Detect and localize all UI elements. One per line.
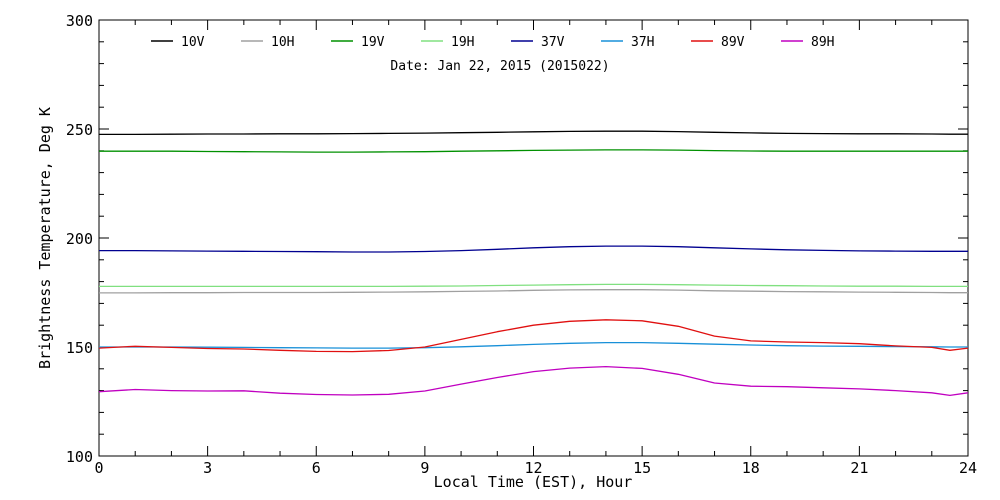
y-tick-label: 100 — [66, 448, 93, 466]
legend-label-10h: 10H — [271, 35, 294, 50]
x-tick-label: 9 — [420, 459, 429, 477]
y-tick-label: 250 — [66, 121, 93, 139]
legend: 10V 10H 19V 19H 37V 37H 89V 89H — [151, 35, 834, 50]
y-axis-label: Brightness Temperature, Deg K — [36, 107, 54, 369]
series-line-89h — [98, 365, 969, 397]
x-tick-label: 18 — [742, 459, 760, 477]
x-tick-label: 3 — [203, 459, 212, 477]
x-tick-label: 15 — [633, 459, 651, 477]
x-tick-label: 21 — [850, 459, 868, 477]
series-line-10h — [99, 289, 968, 294]
axes: 0 3 6 9 12 15 18 21 24 100 150 200 250 300 — [66, 12, 977, 477]
legend-label-37h: 37H — [631, 35, 654, 50]
series-line-89v — [98, 319, 969, 353]
series-line-37v — [99, 245, 968, 253]
x-tick-label: 6 — [312, 459, 321, 477]
legend-label-89h: 89H — [811, 35, 834, 50]
x-tick-label: 12 — [524, 459, 542, 477]
legend-label-37v: 37V — [541, 35, 565, 50]
legend-label-89v: 89V — [721, 35, 745, 50]
legend-label-19v: 19V — [361, 35, 385, 50]
legend-label-10v: 10V — [181, 35, 205, 50]
x-tick-label: 0 — [94, 459, 103, 477]
y-tick-label: 150 — [66, 339, 93, 357]
chart-title: Date: Jan 22, 2015 (2015022) — [390, 59, 609, 74]
y-tick-label: 300 — [66, 12, 93, 30]
x-tick-label: 24 — [959, 459, 977, 477]
series-line-19h — [99, 283, 968, 288]
series-line-37h — [99, 341, 968, 349]
series-lines — [98, 130, 969, 397]
series-line-10v — [99, 130, 968, 136]
legend-label-19h: 19H — [451, 35, 474, 50]
x-axis-label: Local Time (EST), Hour — [434, 473, 633, 491]
y-tick-label: 200 — [66, 230, 93, 248]
series-line-19v — [99, 149, 968, 153]
